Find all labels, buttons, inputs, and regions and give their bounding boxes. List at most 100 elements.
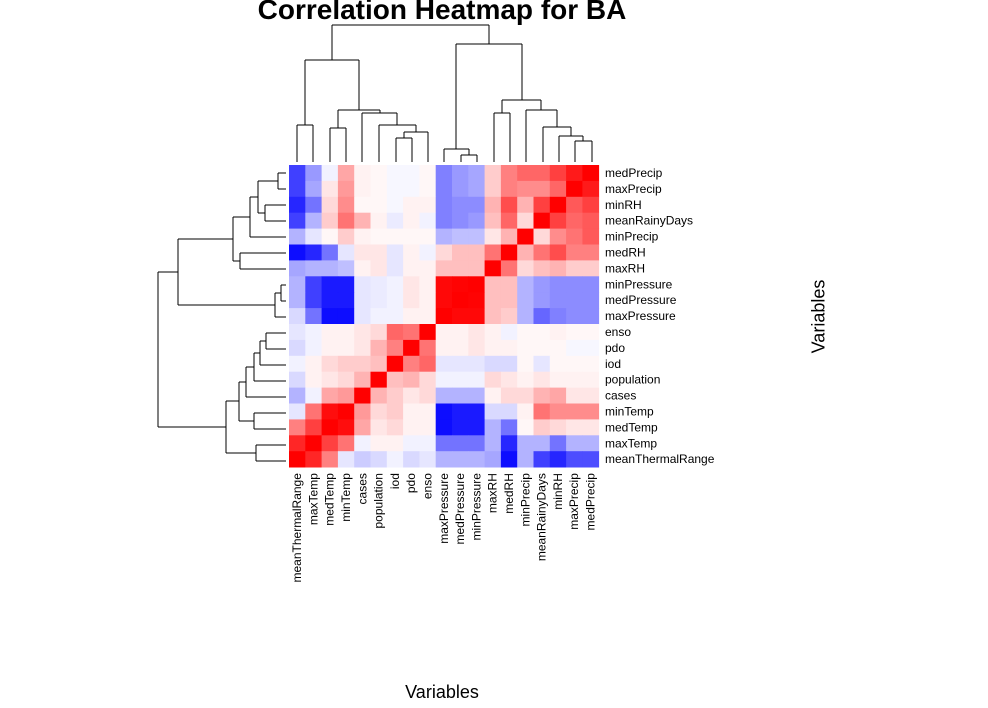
heatmap-cell xyxy=(435,387,453,404)
heatmap-cell xyxy=(419,165,437,182)
heatmap-cell xyxy=(500,244,518,261)
heatmap-cell xyxy=(582,308,600,325)
heatmap-cell xyxy=(321,308,339,325)
row-tick-label: maxPrecip xyxy=(605,182,662,196)
column-tick-label: maxTemp xyxy=(306,473,320,525)
heatmap-cell xyxy=(386,308,404,325)
heatmap-cell xyxy=(403,308,420,325)
heatmap-cell xyxy=(354,324,371,341)
heatmap-cell xyxy=(403,387,420,404)
heatmap-cell xyxy=(500,387,518,404)
heatmap-cell xyxy=(549,196,567,214)
heatmap-cell xyxy=(468,403,485,420)
heatmap-cell xyxy=(321,435,339,452)
row-tick-label: medRH xyxy=(605,245,646,259)
heatmap-cell xyxy=(354,292,371,309)
heatmap-cell xyxy=(337,180,355,198)
row-tick-label: minRH xyxy=(605,198,642,212)
heatmap-cell xyxy=(549,228,567,245)
heatmap-cell xyxy=(370,165,388,182)
heatmap-cell xyxy=(321,212,339,229)
heatmap-cell xyxy=(321,260,339,277)
heatmap-cell xyxy=(533,339,551,357)
heatmap-cell xyxy=(533,228,551,245)
heatmap-cell xyxy=(468,435,485,452)
heatmap-cell xyxy=(289,196,306,214)
heatmap-cell xyxy=(370,260,388,277)
heatmap-cell xyxy=(289,435,306,452)
heatmap-cell xyxy=(321,451,339,468)
heatmap-cell xyxy=(533,308,551,325)
heatmap-cell xyxy=(484,276,502,293)
row-tick-label: maxRH xyxy=(605,261,645,275)
heatmap-cell xyxy=(337,403,355,420)
heatmap-cell xyxy=(403,339,420,357)
heatmap-cell xyxy=(452,371,469,388)
heatmap-cells xyxy=(289,165,600,468)
heatmap-cell xyxy=(321,339,339,357)
heatmap-cell xyxy=(517,228,534,245)
heatmap-cell xyxy=(337,244,355,261)
heatmap-cell xyxy=(566,180,583,198)
row-tick-label: iod xyxy=(605,357,621,371)
heatmap-cell xyxy=(452,165,469,182)
heatmap-cell xyxy=(566,308,583,325)
heatmap-cell xyxy=(289,260,306,277)
heatmap-cell xyxy=(517,212,534,229)
heatmap-cell xyxy=(435,228,453,245)
heatmap-cell xyxy=(468,355,485,373)
column-tick-label: medPressure xyxy=(453,473,467,545)
row-labels: medPrecip maxPrecip minRH meanRainyDays minP… xyxy=(605,166,715,466)
heatmap-cell xyxy=(403,165,420,182)
column-tick-label: meanThermalRange xyxy=(290,473,304,583)
heatmap-cell xyxy=(289,212,306,229)
heatmap-cell xyxy=(386,339,404,357)
heatmap-cell xyxy=(468,196,485,214)
row-tick-label: maxPressure xyxy=(605,309,676,323)
heatmap-cell xyxy=(370,276,388,293)
heatmap-cell xyxy=(517,419,534,436)
heatmap-cell xyxy=(484,339,502,357)
heatmap-cell xyxy=(533,165,551,182)
column-tick-label: minPrecip xyxy=(518,473,532,527)
heatmap-cell xyxy=(468,165,485,182)
heatmap-cell xyxy=(305,180,322,198)
heatmap-cell xyxy=(321,371,339,388)
heatmap-cell xyxy=(337,355,355,373)
heatmap-cell xyxy=(305,419,322,436)
column-tick-label: meanRainyDays xyxy=(535,473,549,561)
heatmap-cell xyxy=(321,403,339,420)
heatmap-cell xyxy=(566,403,583,420)
heatmap-cell xyxy=(386,260,404,277)
heatmap-cell xyxy=(305,355,322,373)
heatmap-cell xyxy=(354,371,371,388)
heatmap-cell xyxy=(566,339,583,357)
column-tick-label: maxRH xyxy=(486,473,500,513)
heatmap-cell xyxy=(370,292,388,309)
heatmap-cell xyxy=(582,371,600,388)
heatmap-cell xyxy=(386,403,404,420)
row-tick-label: minPrecip xyxy=(605,230,659,244)
heatmap-cell xyxy=(452,292,469,309)
heatmap-cell xyxy=(403,276,420,293)
heatmap-cell xyxy=(517,371,534,388)
heatmap-cell xyxy=(386,276,404,293)
heatmap-cell xyxy=(533,292,551,309)
heatmap-cell xyxy=(289,180,306,198)
heatmap-cell xyxy=(289,419,306,436)
heatmap-cell xyxy=(468,339,485,357)
column-tick-label: maxPressure xyxy=(437,473,451,544)
heatmap-cell xyxy=(452,196,469,214)
heatmap-cell xyxy=(566,324,583,341)
heatmap-cell xyxy=(419,435,437,452)
heatmap-cell xyxy=(549,419,567,436)
heatmap-cell xyxy=(533,260,551,277)
heatmap-cell xyxy=(419,180,437,198)
heatmap-cell xyxy=(370,228,388,245)
heatmap-cell xyxy=(468,371,485,388)
heatmap-cell xyxy=(305,387,322,404)
heatmap-cell xyxy=(435,180,453,198)
heatmap-cell xyxy=(435,419,453,436)
heatmap-cell xyxy=(484,451,502,468)
heatmap-cell xyxy=(370,324,388,341)
